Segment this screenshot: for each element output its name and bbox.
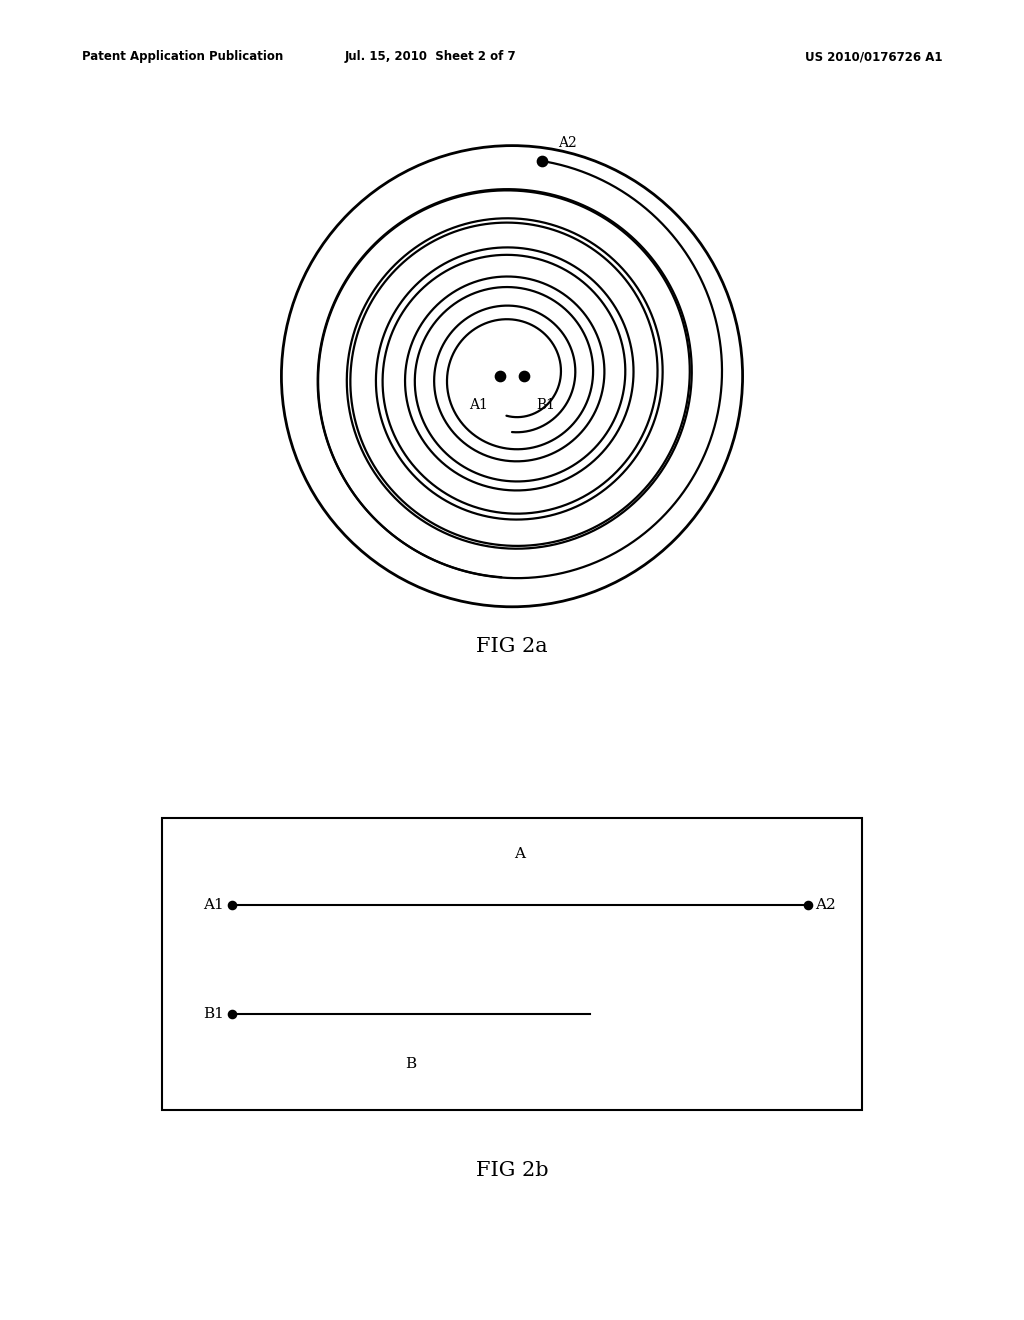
Point [223,895,240,916]
Text: Patent Application Publication: Patent Application Publication [82,50,284,63]
Point [515,366,531,387]
Text: A2: A2 [815,898,837,912]
Point [535,150,551,172]
Point [223,1003,240,1024]
Point [800,895,816,916]
Text: B1: B1 [537,399,555,412]
Text: FIG 2a: FIG 2a [476,636,548,656]
Text: B1: B1 [203,1007,224,1020]
Text: B: B [406,1057,417,1072]
Text: A: A [514,847,525,861]
FancyBboxPatch shape [162,818,862,1110]
Text: A1: A1 [469,399,487,412]
Point [493,366,509,387]
Text: A2: A2 [558,136,577,150]
Text: FIG 2b: FIG 2b [476,1162,548,1180]
Text: US 2010/0176726 A1: US 2010/0176726 A1 [805,50,942,63]
Text: Jul. 15, 2010  Sheet 2 of 7: Jul. 15, 2010 Sheet 2 of 7 [344,50,516,63]
Text: A1: A1 [204,898,224,912]
